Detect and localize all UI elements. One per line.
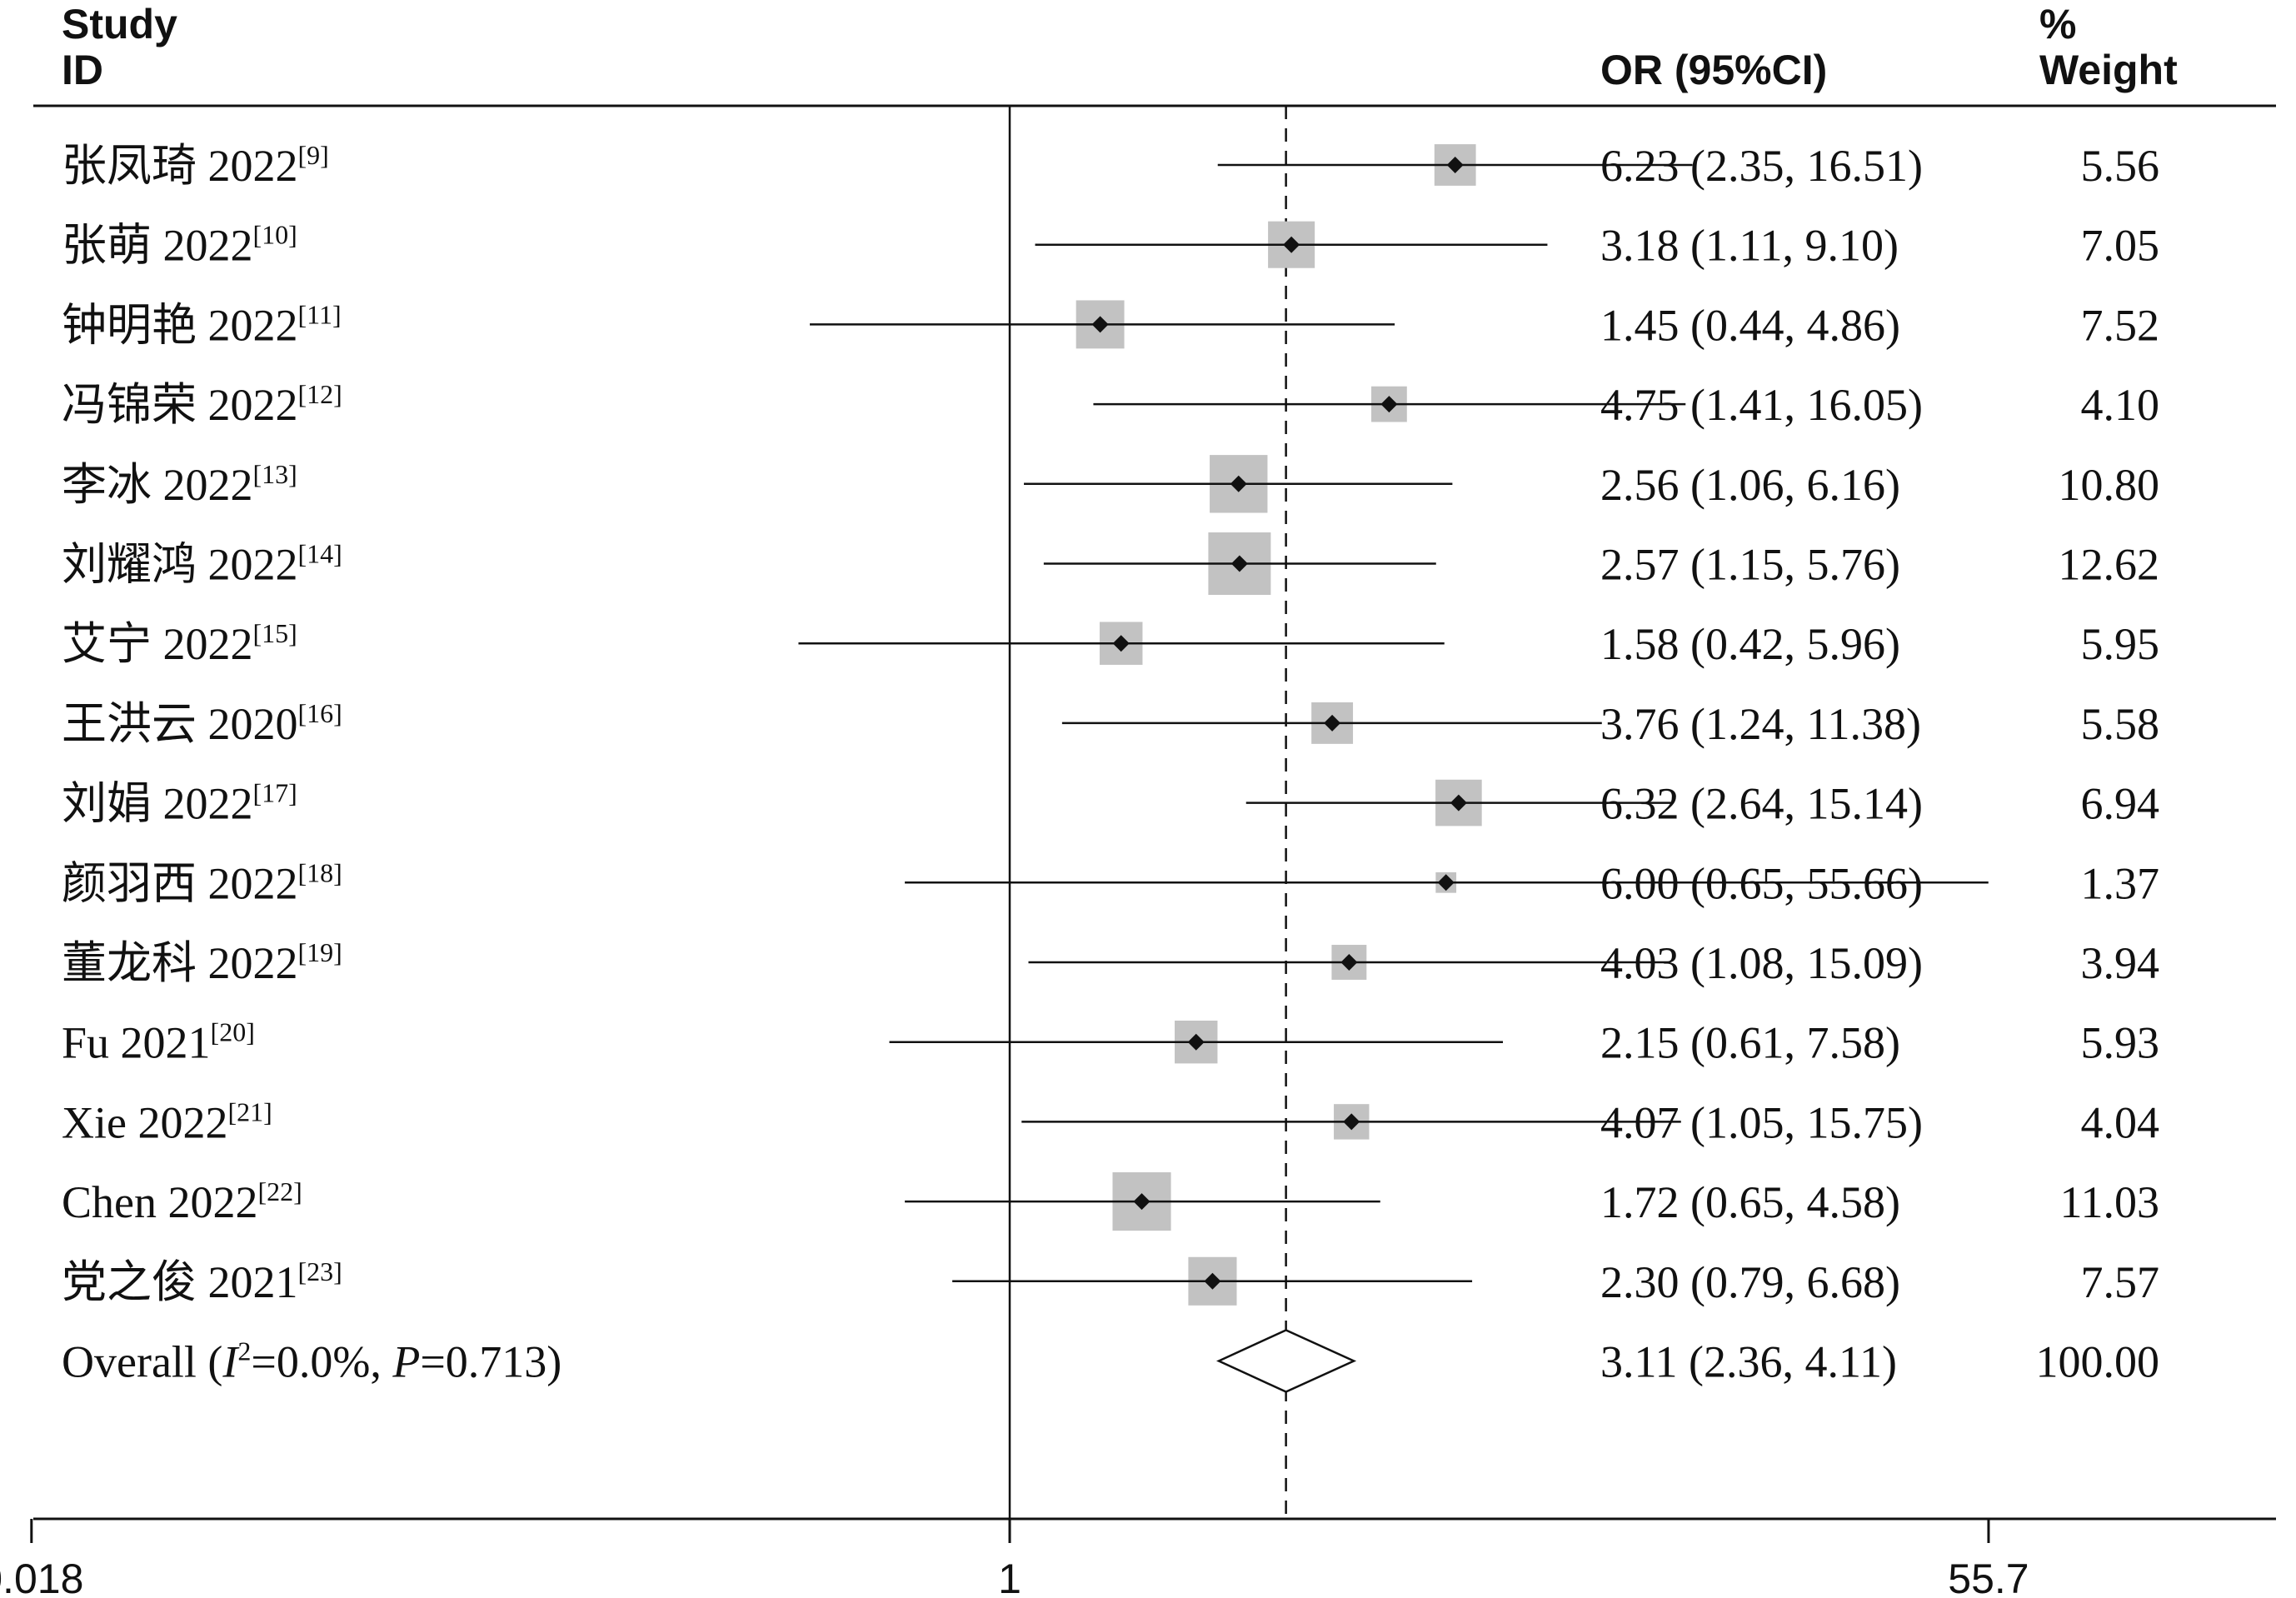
study-or-ci: 1.58 (0.42, 5.96): [1600, 619, 1900, 669]
study-or-ci: 6.32 (2.64, 15.14): [1600, 779, 1923, 829]
study-row: 刘娟 2022[17] 6.32 (2.64, 15.14) 6.94: [62, 778, 2159, 829]
study-row: 钟明艳 2022[11] 1.45 (0.44, 4.86) 7.52: [62, 299, 2159, 350]
study-weight: 4.10: [2081, 380, 2160, 430]
x-tick-label: 0.018: [0, 1556, 83, 1598]
study-point-estimate: [1230, 555, 1248, 572]
study-row: 董龙科 2022[19] 4.03 (1.08, 15.09) 3.94: [62, 937, 2159, 988]
study-weight: 12.62: [2059, 540, 2160, 590]
header-percent: %: [2039, 1, 2076, 47]
study-label: 李冰 2022[13]: [62, 459, 297, 510]
study-point-estimate: [1380, 396, 1398, 413]
study-or-ci: 6.00 (0.65, 55.66): [1600, 858, 1923, 908]
study-weight: 7.57: [2081, 1257, 2160, 1307]
study-row: 王洪云 2020[16] 3.76 (1.24, 11.38) 5.58: [62, 698, 2159, 749]
study-label: 王洪云 2020[16]: [62, 698, 342, 749]
study-weight: 10.80: [2059, 460, 2160, 510]
study-label: Xie 2022[21]: [62, 1096, 272, 1147]
study-label: 颜羽西 2022[18]: [62, 857, 342, 908]
study-weight: 11.03: [2060, 1177, 2160, 1227]
header-id: ID: [62, 47, 103, 93]
study-point-estimate: [1230, 475, 1247, 492]
study-or-ci: 2.56 (1.06, 6.16): [1600, 460, 1900, 510]
study-weight: 1.37: [2081, 858, 2160, 908]
header-weight: Weight: [2039, 47, 2178, 93]
study-label: 刘耀鸿 2022[14]: [62, 539, 342, 590]
study-point-estimate: [1446, 157, 1464, 173]
study-or-ci: 2.15 (0.61, 7.58): [1600, 1018, 1900, 1068]
study-point-estimate: [1324, 714, 1341, 732]
study-or-ci: 4.07 (1.05, 15.75): [1600, 1097, 1923, 1147]
study-weight: 4.04: [2081, 1097, 2160, 1147]
study-or-ci: 3.76 (1.24, 11.38): [1600, 699, 1921, 749]
study-weight: 3.94: [2081, 938, 2160, 988]
study-rows: 张凤琦 2022[9] 6.23 (2.35, 16.51) 5.56 张萌 2022…: [62, 140, 2160, 1393]
study-or-ci: 4.03 (1.08, 15.09): [1600, 938, 1923, 988]
study-weight: 5.93: [2081, 1018, 2160, 1068]
study-label: 董龙科 2022[19]: [62, 937, 342, 988]
study-point-estimate: [1133, 1193, 1150, 1211]
study-label: 党之俊 2021[23]: [62, 1256, 342, 1307]
study-point-estimate: [1450, 794, 1467, 811]
study-label: 刘娟 2022[17]: [62, 778, 297, 829]
study-or-ci: 1.72 (0.65, 4.58): [1600, 1177, 1900, 1227]
study-row: 李冰 2022[13] 2.56 (1.06, 6.16) 10.80: [62, 455, 2160, 513]
study-row: Fu 2021[20] 2.15 (0.61, 7.58) 5.93: [62, 1017, 2159, 1068]
study-weight: 5.58: [2081, 699, 2160, 749]
study-label: Fu 2021[20]: [62, 1017, 255, 1068]
study-row: 张萌 2022[10] 3.18 (1.11, 9.10) 7.05: [62, 220, 2159, 271]
header-study: Study: [62, 1, 177, 47]
study-label: 艾宁 2022[15]: [62, 618, 297, 669]
study-row: Chen 2022[22] 1.72 (0.65, 4.58) 11.03: [62, 1172, 2159, 1231]
study-row: 艾宁 2022[15] 1.58 (0.42, 5.96) 5.95: [62, 618, 2159, 669]
study-point-estimate: [1340, 954, 1358, 971]
study-point-estimate: [1204, 1272, 1221, 1290]
x-tick-label: 1: [998, 1556, 1021, 1598]
study-weight: 5.56: [2081, 141, 2160, 191]
header-or: OR (95%CI): [1600, 47, 1827, 93]
study-or-ci: 6.23 (2.35, 16.51): [1600, 141, 1923, 191]
study-point-estimate: [1343, 1113, 1360, 1131]
study-label: 钟明艳 2022[11]: [62, 299, 342, 350]
study-label: 张萌 2022[10]: [62, 220, 297, 271]
study-label: 张凤琦 2022[9]: [62, 140, 329, 191]
study-row: 刘耀鸿 2022[14] 2.57 (1.15, 5.76) 12.62: [62, 532, 2159, 595]
study-row: 冯锦荣 2022[12] 4.75 (1.41, 16.05) 4.10: [62, 379, 2159, 430]
study-point-estimate: [1437, 874, 1455, 891]
x-tick-label: 55.7: [1948, 1556, 2029, 1598]
study-or-ci: 3.18 (1.11, 9.10): [1600, 221, 1899, 271]
study-or-ci: 2.57 (1.15, 5.76): [1600, 540, 1900, 590]
study-label: 冯锦荣 2022[12]: [62, 379, 342, 430]
study-row: 颜羽西 2022[18] 6.00 (0.65, 55.66) 1.37: [62, 857, 2159, 908]
study-row: Xie 2022[21] 4.07 (1.05, 15.75) 4.04: [62, 1096, 2159, 1147]
study-point-estimate: [1283, 236, 1300, 253]
study-row: 党之俊 2021[23] 2.30 (0.79, 6.68) 7.57: [62, 1256, 2159, 1307]
overall-row: Overall (I2=0.0%, P=0.713) 3.11 (2.36, 4.…: [62, 1329, 2160, 1393]
study-row: 张凤琦 2022[9] 6.23 (2.35, 16.51) 5.56: [62, 140, 2159, 191]
study-label: Chen 2022[22]: [62, 1176, 302, 1227]
overall-diamond: [1215, 1329, 1357, 1393]
study-weight: 5.95: [2081, 619, 2160, 669]
study-or-ci: 2.30 (0.79, 6.68): [1600, 1257, 1900, 1307]
study-point-estimate: [1187, 1033, 1205, 1051]
study-weight: 6.94: [2081, 779, 2160, 829]
study-or-ci: 4.75 (1.41, 16.05): [1600, 380, 1923, 430]
x-axis-ticks: 0.018 1 55.7: [0, 1519, 2029, 1598]
study-point-estimate: [1112, 635, 1130, 652]
study-or-ci: 1.45 (0.44, 4.86): [1600, 300, 1900, 350]
study-weight: 7.52: [2081, 300, 2160, 350]
study-weight: 7.05: [2081, 221, 2160, 271]
study-point-estimate: [1091, 316, 1109, 333]
overall-weight: 100.00: [2036, 1337, 2160, 1387]
overall-label: Overall (I2=0.0%, P=0.713): [62, 1336, 562, 1387]
overall-or-ci: 3.11 (2.36, 4.11): [1600, 1337, 1897, 1387]
